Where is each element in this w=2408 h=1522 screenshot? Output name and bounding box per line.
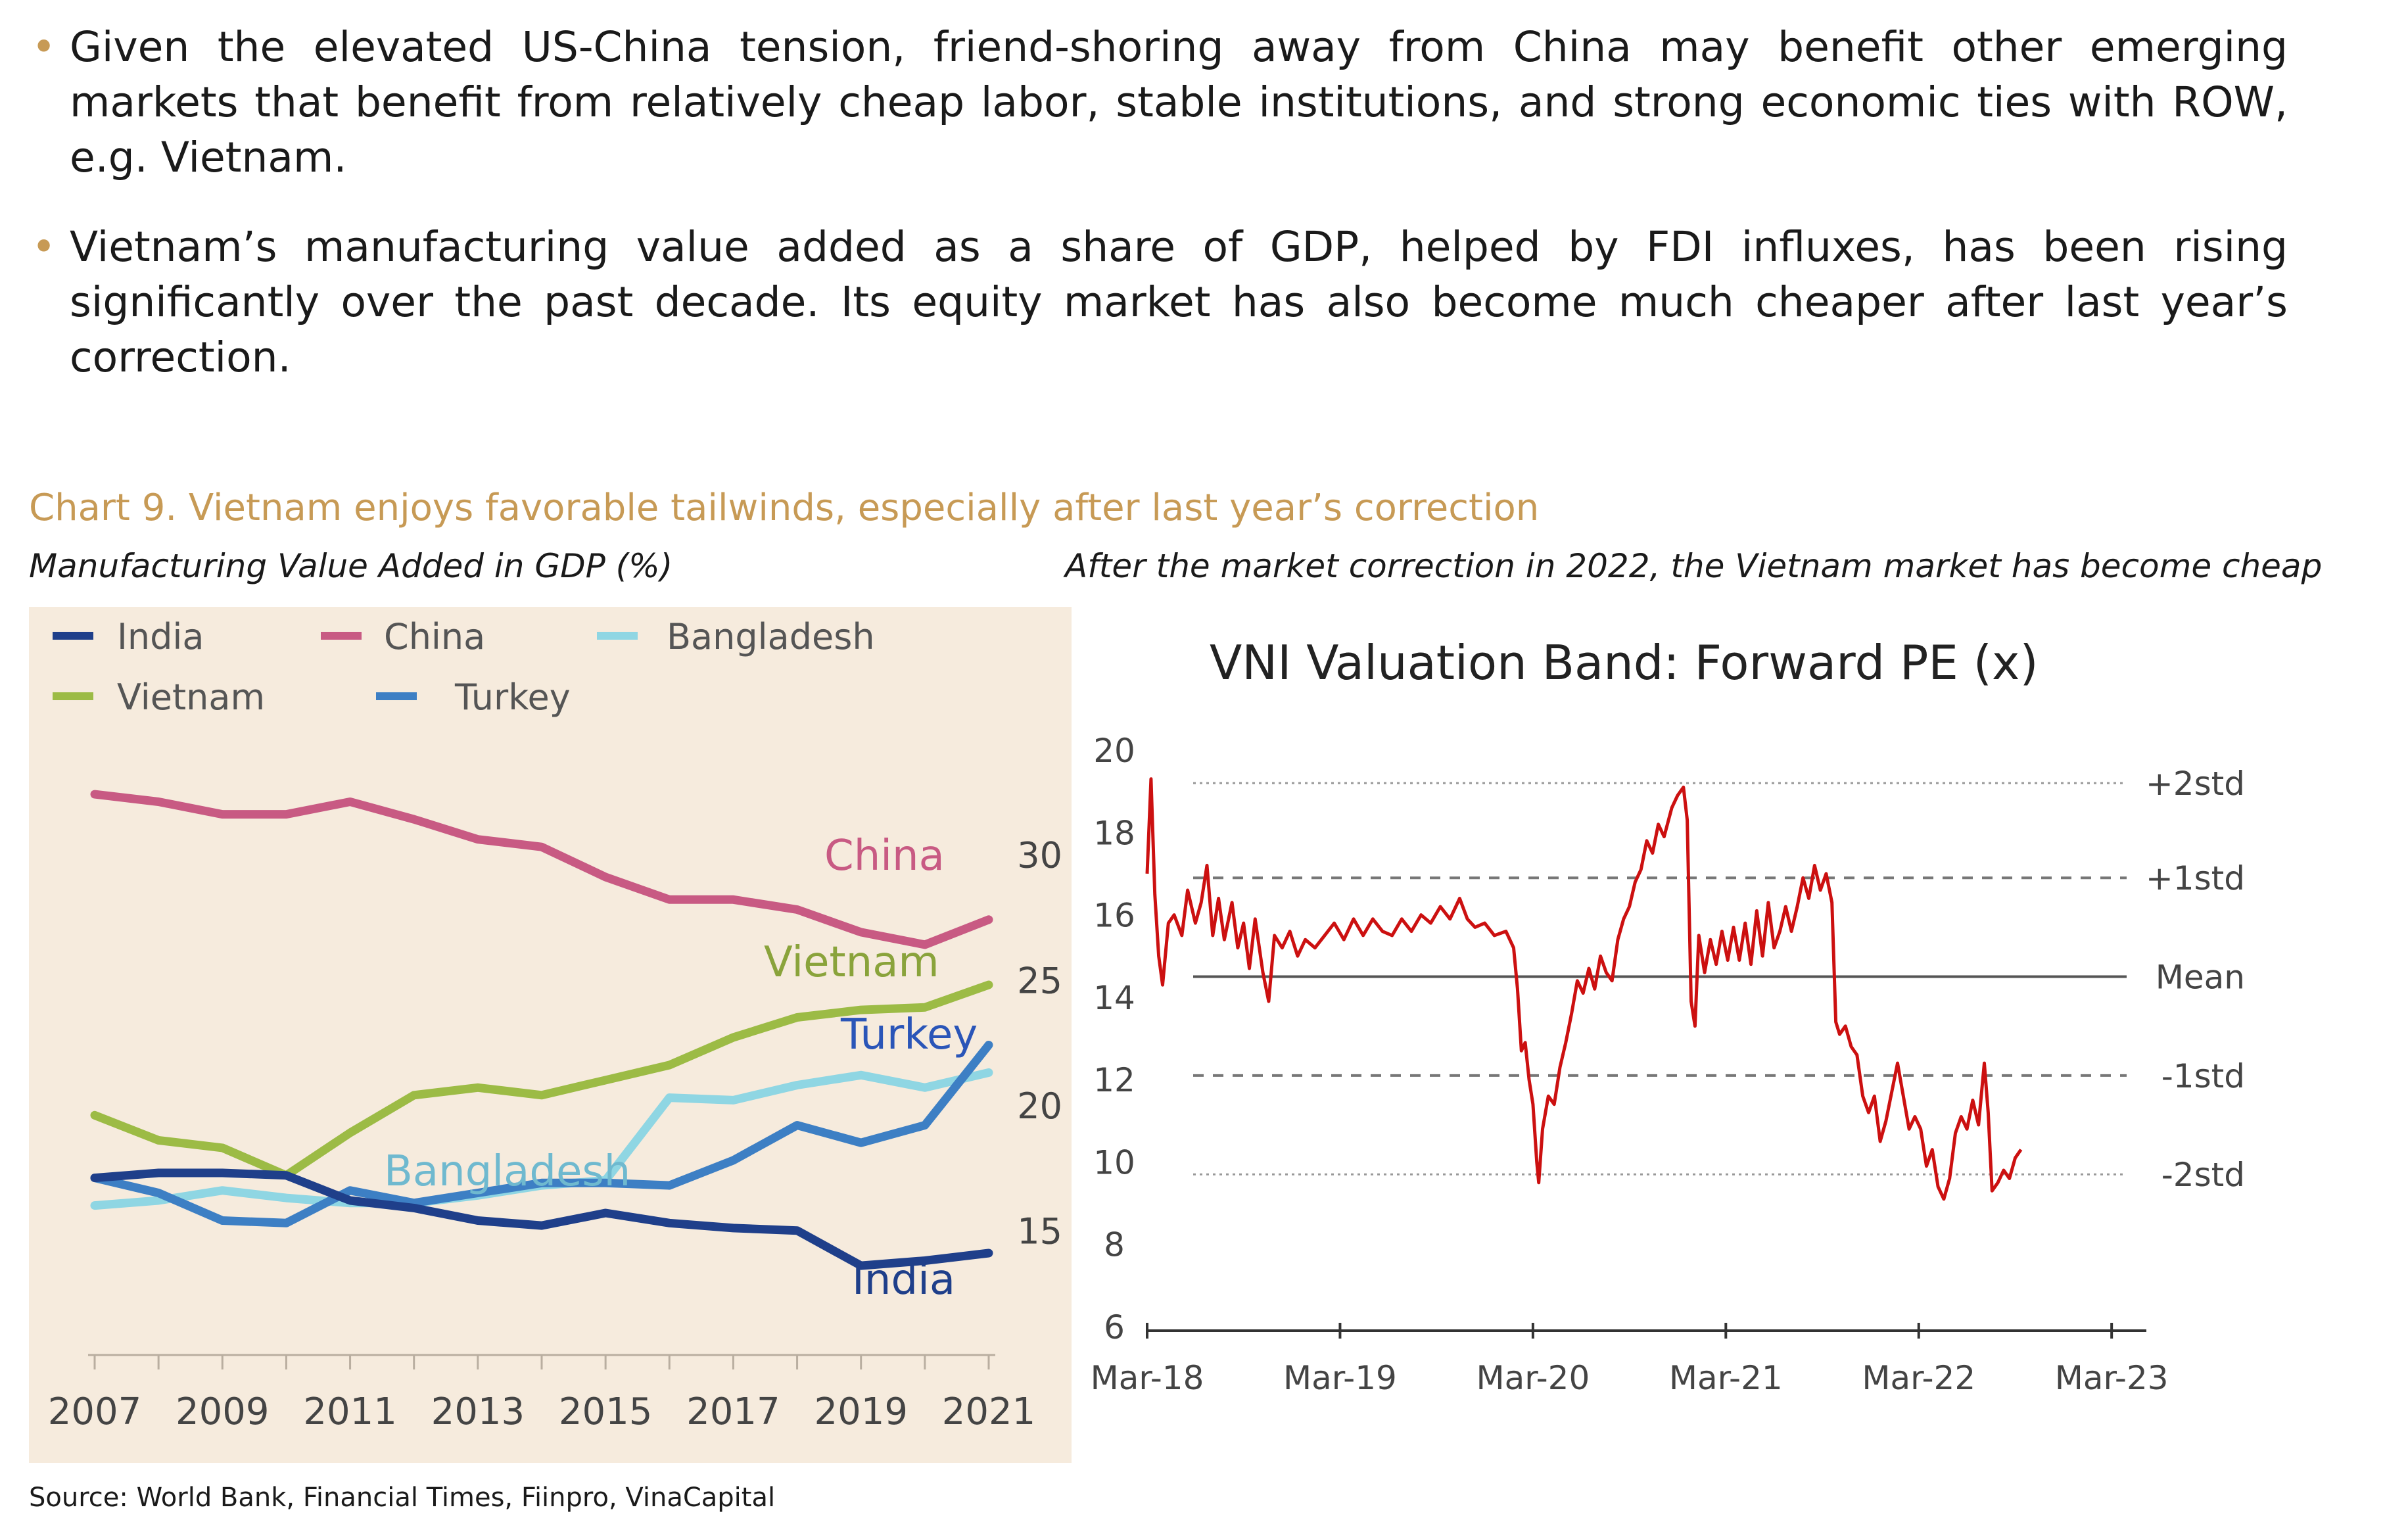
left-chart-subtitle: Manufacturing Value Added in GDP (%) bbox=[29, 547, 673, 585]
forward-pe-series bbox=[1145, 777, 2023, 1201]
y-axis: 15 20 25 30 bbox=[1017, 835, 1062, 1252]
x-tick-label: 2021 bbox=[942, 1391, 1036, 1433]
y-tick-label: 8 bbox=[1104, 1226, 1125, 1264]
y-tick-label: 30 bbox=[1017, 835, 1062, 876]
y-tick-label: 25 bbox=[1017, 960, 1062, 1001]
y-tick-label: 18 bbox=[1093, 814, 1135, 852]
x-tick-label: 2017 bbox=[686, 1391, 780, 1433]
band-label: -2std bbox=[2161, 1156, 2245, 1194]
legend-swatch-turkey bbox=[376, 692, 417, 700]
chart-panel-background bbox=[29, 607, 1072, 1463]
band-label: +2std bbox=[2146, 765, 2245, 803]
x-tick-label: 2019 bbox=[814, 1391, 908, 1433]
band-label: -1std bbox=[2161, 1057, 2245, 1095]
chart-title: Chart 9. Vietnam enjoys favorable tailwi… bbox=[29, 487, 1540, 529]
y-tick-label: 6 bbox=[1104, 1308, 1125, 1346]
bullet-item: • Vietnam’s manufacturing value added as… bbox=[26, 220, 2288, 385]
y-tick-label: 16 bbox=[1093, 897, 1135, 935]
series-label-india: India bbox=[852, 1256, 955, 1304]
x-tick-label: Mar-23 bbox=[2055, 1359, 2169, 1397]
legend-label-bangladesh: Bangladesh bbox=[667, 616, 875, 657]
vni-chart-title: VNI Valuation Band: Forward PE (x) bbox=[1210, 635, 2039, 690]
bullet-marker: • bbox=[32, 223, 57, 271]
bullet-item: • Given the elevated US-China tension, f… bbox=[26, 20, 2288, 185]
y-tick-label: 14 bbox=[1093, 979, 1135, 1017]
legend-swatch-vietnam bbox=[53, 692, 93, 700]
bullet-list: • Given the elevated US-China tension, f… bbox=[26, 20, 2288, 419]
series-label-china: China bbox=[824, 832, 945, 880]
legend-swatch-india bbox=[53, 632, 93, 640]
x-tick-label: 2015 bbox=[559, 1391, 653, 1433]
x-tick-label: Mar-22 bbox=[1862, 1359, 1975, 1397]
x-tick-label: Mar-19 bbox=[1283, 1359, 1397, 1397]
series-line-turkey bbox=[90, 1041, 993, 1227]
manufacturing-chart: India China Bangladesh Vietnam Turkey 20… bbox=[29, 607, 1072, 1463]
source-note: Source: World Bank, Financial Times, Fii… bbox=[29, 1483, 776, 1513]
series-label-vietnam: Vietnam bbox=[764, 938, 939, 987]
bullet-text: Given the elevated US-China tension, fri… bbox=[70, 23, 2288, 181]
x-axis: 2007 2009 2011 2013 2015 2017 2019 2021 bbox=[48, 1354, 1036, 1433]
series-line-india bbox=[90, 1168, 993, 1270]
x-tick-label: 2009 bbox=[176, 1391, 270, 1433]
valuation-bands: +2std +1std Mean -1std -2std bbox=[1193, 765, 2245, 1194]
series-label-turkey: Turkey bbox=[840, 1011, 978, 1059]
chart-legend: India China Bangladesh Vietnam Turkey bbox=[53, 616, 875, 718]
legend-swatch-china bbox=[321, 632, 362, 640]
legend-label-china: China bbox=[384, 616, 485, 657]
vni-valuation-chart: VNI Valuation Band: Forward PE (x) +2std… bbox=[1091, 635, 2245, 1397]
y-axis: 6 8 10 12 14 16 18 20 bbox=[1093, 732, 1135, 1346]
x-tick-label: 2013 bbox=[431, 1391, 525, 1433]
series-line-china bbox=[90, 790, 993, 949]
y-tick-label: 12 bbox=[1093, 1061, 1135, 1099]
x-tick-label: 2007 bbox=[48, 1391, 142, 1433]
band-label: Mean bbox=[2156, 959, 2245, 997]
y-tick-label: 20 bbox=[1093, 732, 1135, 770]
series-line-vietnam bbox=[90, 980, 993, 1180]
x-tick-label: Mar-20 bbox=[1476, 1359, 1590, 1397]
bullet-marker: • bbox=[32, 23, 57, 71]
x-tick-label: Mar-18 bbox=[1091, 1359, 1204, 1397]
x-tick-label: Mar-21 bbox=[1669, 1359, 1783, 1397]
x-tick-label: 2011 bbox=[303, 1391, 397, 1433]
series-lines bbox=[90, 790, 993, 1270]
legend-label-vietnam: Vietnam bbox=[117, 677, 265, 718]
y-tick-label: 20 bbox=[1017, 1085, 1062, 1127]
legend-label-india: India bbox=[117, 616, 204, 657]
series-line-forward-pe bbox=[1145, 777, 2023, 1201]
y-tick-label: 15 bbox=[1017, 1211, 1062, 1252]
legend-label-turkey: Turkey bbox=[454, 677, 571, 718]
bullet-text: Vietnam’s manufacturing value added as a… bbox=[70, 223, 2288, 381]
band-label: +1std bbox=[2146, 859, 2245, 897]
x-axis: Mar-18 Mar-19 Mar-20 Mar-21 Mar-22 Mar-23 bbox=[1091, 1323, 2169, 1397]
legend-swatch-bangladesh bbox=[597, 632, 638, 640]
right-chart-subtitle: After the market correction in 2022, the… bbox=[1065, 547, 2323, 585]
y-tick-label: 10 bbox=[1093, 1143, 1135, 1181]
series-label-bangladesh: Bangladesh bbox=[384, 1147, 630, 1196]
